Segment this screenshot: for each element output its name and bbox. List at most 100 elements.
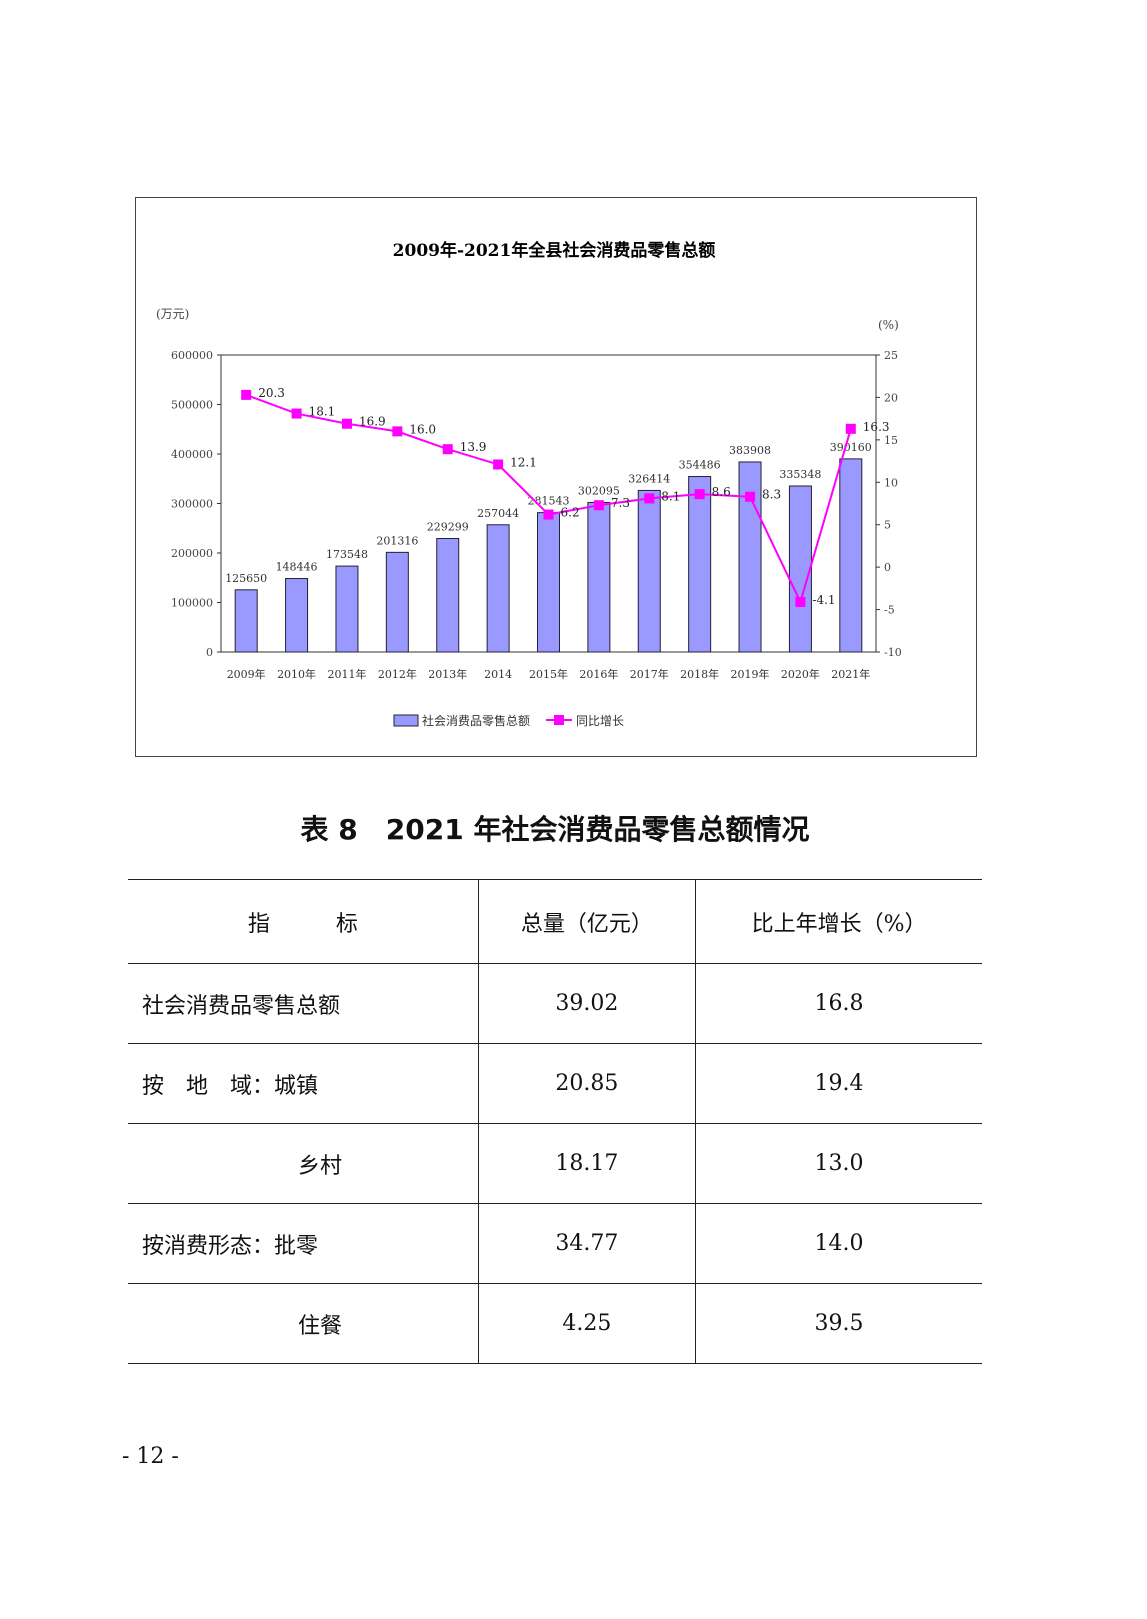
right-axis-unit: (%) [878,318,899,332]
growth-point [745,491,756,502]
growth-value-label: 7.3 [611,496,630,510]
bar [688,476,712,653]
bar-value-label: 229299 [427,520,469,533]
bar-value-label: 354486 [679,459,721,472]
growth-value-label: -4.1 [812,593,835,607]
bar [335,565,359,653]
row-total: 4.25 [477,1283,696,1364]
row-growth: 39.5 [695,1283,982,1364]
row-label: 按 地 域：城镇 [128,1043,479,1124]
growth-point [341,418,352,429]
x-tick-label: 2021年 [831,667,870,681]
growth-point [795,596,806,607]
left-tick-label: 100000 [171,597,213,610]
table-row: 社会消费品零售总额 39.02 16.8 [128,963,982,1044]
x-tick-label: 2014 [484,668,512,681]
growth-point [644,493,655,504]
growth-point [392,426,403,437]
right-tick-label: 5 [884,519,891,532]
retail-sales-table: 指 标 总量（亿元） 比上年增长（%） 社会消费品零售总额 39.02 16.8 按… [128,879,982,1364]
row-label: 按消费形态：批零 [128,1203,479,1284]
bar-value-label: 125650 [225,572,267,585]
row-total: 39.02 [477,963,696,1044]
header-total: 总量（亿元） [477,879,696,964]
left-tick-label: 0 [206,646,213,659]
header-indicator: 指 标 [128,879,479,964]
x-tick-label: 2010年 [277,667,316,681]
growth-value-label: 16.3 [863,420,890,434]
right-tick-label: 10 [884,476,898,489]
row-total: 18.17 [477,1123,696,1204]
bar [587,501,611,653]
bar [537,512,560,653]
bar [285,578,309,653]
row-growth: 16.8 [695,963,982,1044]
right-tick-label: 15 [884,434,898,447]
bar [788,485,812,653]
growth-point [543,509,554,520]
bar [486,524,510,653]
table-row: 按消费形态：批零 34.77 14.0 [128,1203,982,1284]
x-tick-label: 2019年 [731,667,770,681]
growth-point [241,389,252,400]
right-tick-label: -5 [884,604,895,617]
bar-value-label: 383908 [729,444,771,457]
legend-line-label: 同比增长 [576,714,624,728]
x-tick-label: 2018年 [680,667,719,681]
page-number: - 12 - [122,1444,179,1469]
table-row: 住餐 4.25 39.5 [128,1283,982,1364]
legend-bar-label: 社会消费品零售总额 [422,713,530,728]
growth-point [845,423,856,434]
x-tick-label: 2013年 [428,667,467,681]
x-tick-label: 2020年 [781,667,820,681]
bar-value-label: 148446 [276,561,318,574]
x-tick-label: 2012年 [378,667,417,681]
row-growth: 14.0 [695,1203,982,1284]
left-tick-label: 600000 [171,349,213,362]
growth-value-label: 18.1 [309,405,336,419]
bar [436,537,460,653]
bar-value-label: 302095 [578,484,620,497]
table-title: 表 8 2021 年社会消费品零售总额情况 [300,813,810,846]
growth-point [493,459,504,470]
right-tick-label: 25 [884,349,898,362]
growth-value-label: 20.3 [258,386,285,400]
bar [839,458,863,653]
chart-title: 2009年-2021年全县社会消费品零售总额 [393,240,716,261]
bar-value-label: 335348 [779,468,821,481]
row-growth: 13.0 [695,1123,982,1204]
header-growth: 比上年增长（%） [695,879,982,964]
left-tick-label: 300000 [171,498,213,511]
bar [637,489,661,653]
row-growth: 19.4 [695,1043,982,1124]
left-tick-label: 200000 [171,547,213,560]
table-row: 按 地 域：城镇 20.85 19.4 [128,1043,982,1124]
row-label: 乡村 [128,1123,479,1204]
growth-point [694,489,705,500]
chart-frame: 2009年-2021年全县社会消费品零售总额 (万元) (%) 0 100000 2000… [135,197,977,757]
x-tick-label: 2011年 [327,667,366,681]
bar [385,551,409,653]
bar-value-label: 173548 [326,548,368,561]
legend-bar-swatch [393,714,419,727]
right-tick-label: -10 [884,646,902,659]
growth-value-label: 8.1 [661,489,680,503]
left-axis-unit: (万元) [156,307,189,321]
table-header-row: 指 标 总量（亿元） 比上年增长（%） [128,879,982,964]
row-total: 20.85 [477,1043,696,1124]
growth-value-label: 6.2 [561,506,580,520]
table-row: 乡村 18.17 13.0 [128,1123,982,1204]
left-tick-label: 500000 [171,399,213,412]
retail-sales-chart: 2009年-2021年全县社会消费品零售总额 (万元) (%) 0 100000 2000… [156,240,902,728]
x-tick-label: 2009年 [227,667,266,681]
bar-value-label: 390160 [830,441,872,454]
bar [234,589,258,653]
x-tick-label: 2016年 [579,667,618,681]
growth-value-label: 16.9 [359,415,386,429]
legend-line-marker [554,715,564,725]
row-label: 社会消费品零售总额 [128,963,479,1044]
growth-point [291,408,302,419]
growth-value-label: 8.3 [762,488,781,502]
left-tick-label: 400000 [171,448,213,461]
